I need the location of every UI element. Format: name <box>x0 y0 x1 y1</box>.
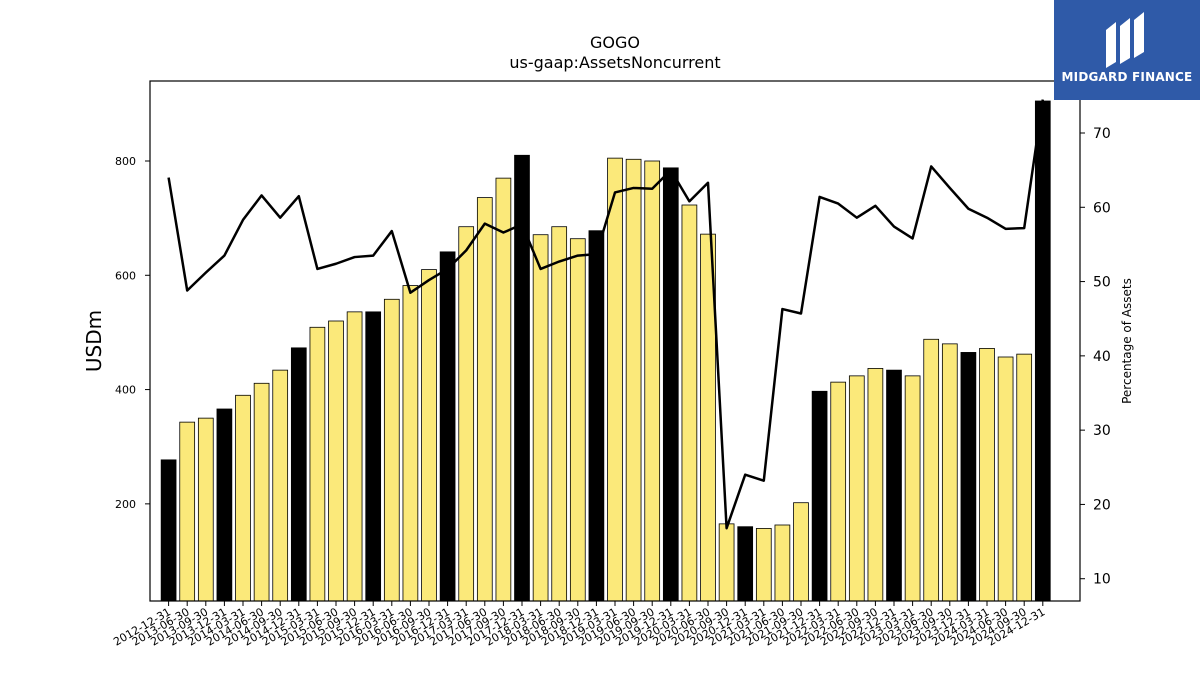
y2-tick-label-40: 40 <box>1093 349 1111 365</box>
y-tick-label-800: 800 <box>115 155 136 168</box>
bar-2013-06-30 <box>179 421 196 602</box>
y2-tick-label-20: 20 <box>1093 497 1111 513</box>
y2-tick-label-60: 60 <box>1093 200 1111 216</box>
bar-2021-06-30 <box>774 524 791 602</box>
bar-2014-12-31 <box>290 347 307 602</box>
bar-2016-12-31 <box>439 251 456 602</box>
y2-tick-label-30: 30 <box>1093 423 1111 439</box>
bar-2013-09-30 <box>197 417 214 602</box>
logo-text: MIDGARD FINANCE <box>1061 70 1193 84</box>
bar-2020-12-31 <box>737 526 754 602</box>
bar-2024-09-30 <box>1016 353 1033 602</box>
bar-2018-09-30 <box>569 238 586 602</box>
plot-frame <box>149 80 1081 602</box>
axes: 200400600800102030405060702012-12-312013… <box>111 126 1111 649</box>
y-tick-label-200: 200 <box>115 498 136 511</box>
bar-2022-06-30 <box>848 375 865 602</box>
chart-subtitle: us-gaap:AssetsNoncurrent <box>509 53 720 72</box>
bar-2022-12-31 <box>886 369 902 602</box>
midgard-logo-icon <box>1106 12 1144 68</box>
line-series <box>167 99 1045 530</box>
bar-2021-09-30 <box>793 502 809 602</box>
bar-2019-03-31 <box>607 157 623 602</box>
bar-2017-03-31 <box>458 226 475 602</box>
bar-2015-12-31 <box>365 311 382 602</box>
y-tick-label-600: 600 <box>115 269 136 282</box>
bar-2017-06-30 <box>476 197 493 602</box>
bar-2023-09-30 <box>941 343 958 602</box>
bar-2023-03-31 <box>904 375 921 602</box>
y2-axis-label: Percentage of Assets <box>1120 278 1134 404</box>
y-tick-label-400: 400 <box>115 384 136 397</box>
bar-2012-12-31 <box>160 459 177 602</box>
bar-2019-06-30 <box>625 158 642 602</box>
percentage-line <box>167 99 1045 530</box>
bar-2013-12-31 <box>216 408 233 602</box>
bar-2014-06-30 <box>253 382 270 602</box>
bar-2021-03-31 <box>755 528 772 602</box>
bar-2018-03-31 <box>532 234 549 602</box>
y-axis-label: USDm <box>82 310 106 372</box>
midgard-logo: MIDGARD FINANCE <box>1054 0 1200 100</box>
bar-series <box>160 100 1051 602</box>
bar-2024-06-30 <box>997 356 1014 602</box>
y2-tick-label-70: 70 <box>1093 126 1111 142</box>
bar-2024-03-31 <box>979 348 995 602</box>
bar-2016-06-30 <box>402 285 419 602</box>
bar-2024-12-31 <box>1034 100 1051 602</box>
bar-2016-09-30 <box>421 269 437 602</box>
bar-2021-12-31 <box>811 390 828 602</box>
bar-2019-12-31 <box>662 167 679 602</box>
bar-2022-09-30 <box>867 368 884 602</box>
bar-2015-03-31 <box>309 326 326 602</box>
bar-2015-06-30 <box>328 320 344 602</box>
bar-2019-09-30 <box>644 160 661 602</box>
bar-2020-09-30 <box>718 523 735 602</box>
bar-2022-03-31 <box>830 381 847 602</box>
chart-title: GOGO <box>590 33 640 52</box>
bar-2014-09-30 <box>272 369 289 602</box>
y2-tick-label-10: 10 <box>1093 572 1111 588</box>
y2-tick-label-50: 50 <box>1093 275 1111 291</box>
bar-2023-06-30 <box>923 338 940 602</box>
bar-2017-12-31 <box>514 154 530 602</box>
bar-2023-12-31 <box>960 352 977 602</box>
bar-2020-03-31 <box>681 204 698 602</box>
bar-2018-12-31 <box>588 230 605 602</box>
bar-2016-03-31 <box>383 298 400 602</box>
bar-2018-06-30 <box>551 226 568 602</box>
bar-2017-09-30 <box>495 177 512 602</box>
bar-2015-09-30 <box>346 311 363 602</box>
bar-2014-03-31 <box>235 394 251 602</box>
